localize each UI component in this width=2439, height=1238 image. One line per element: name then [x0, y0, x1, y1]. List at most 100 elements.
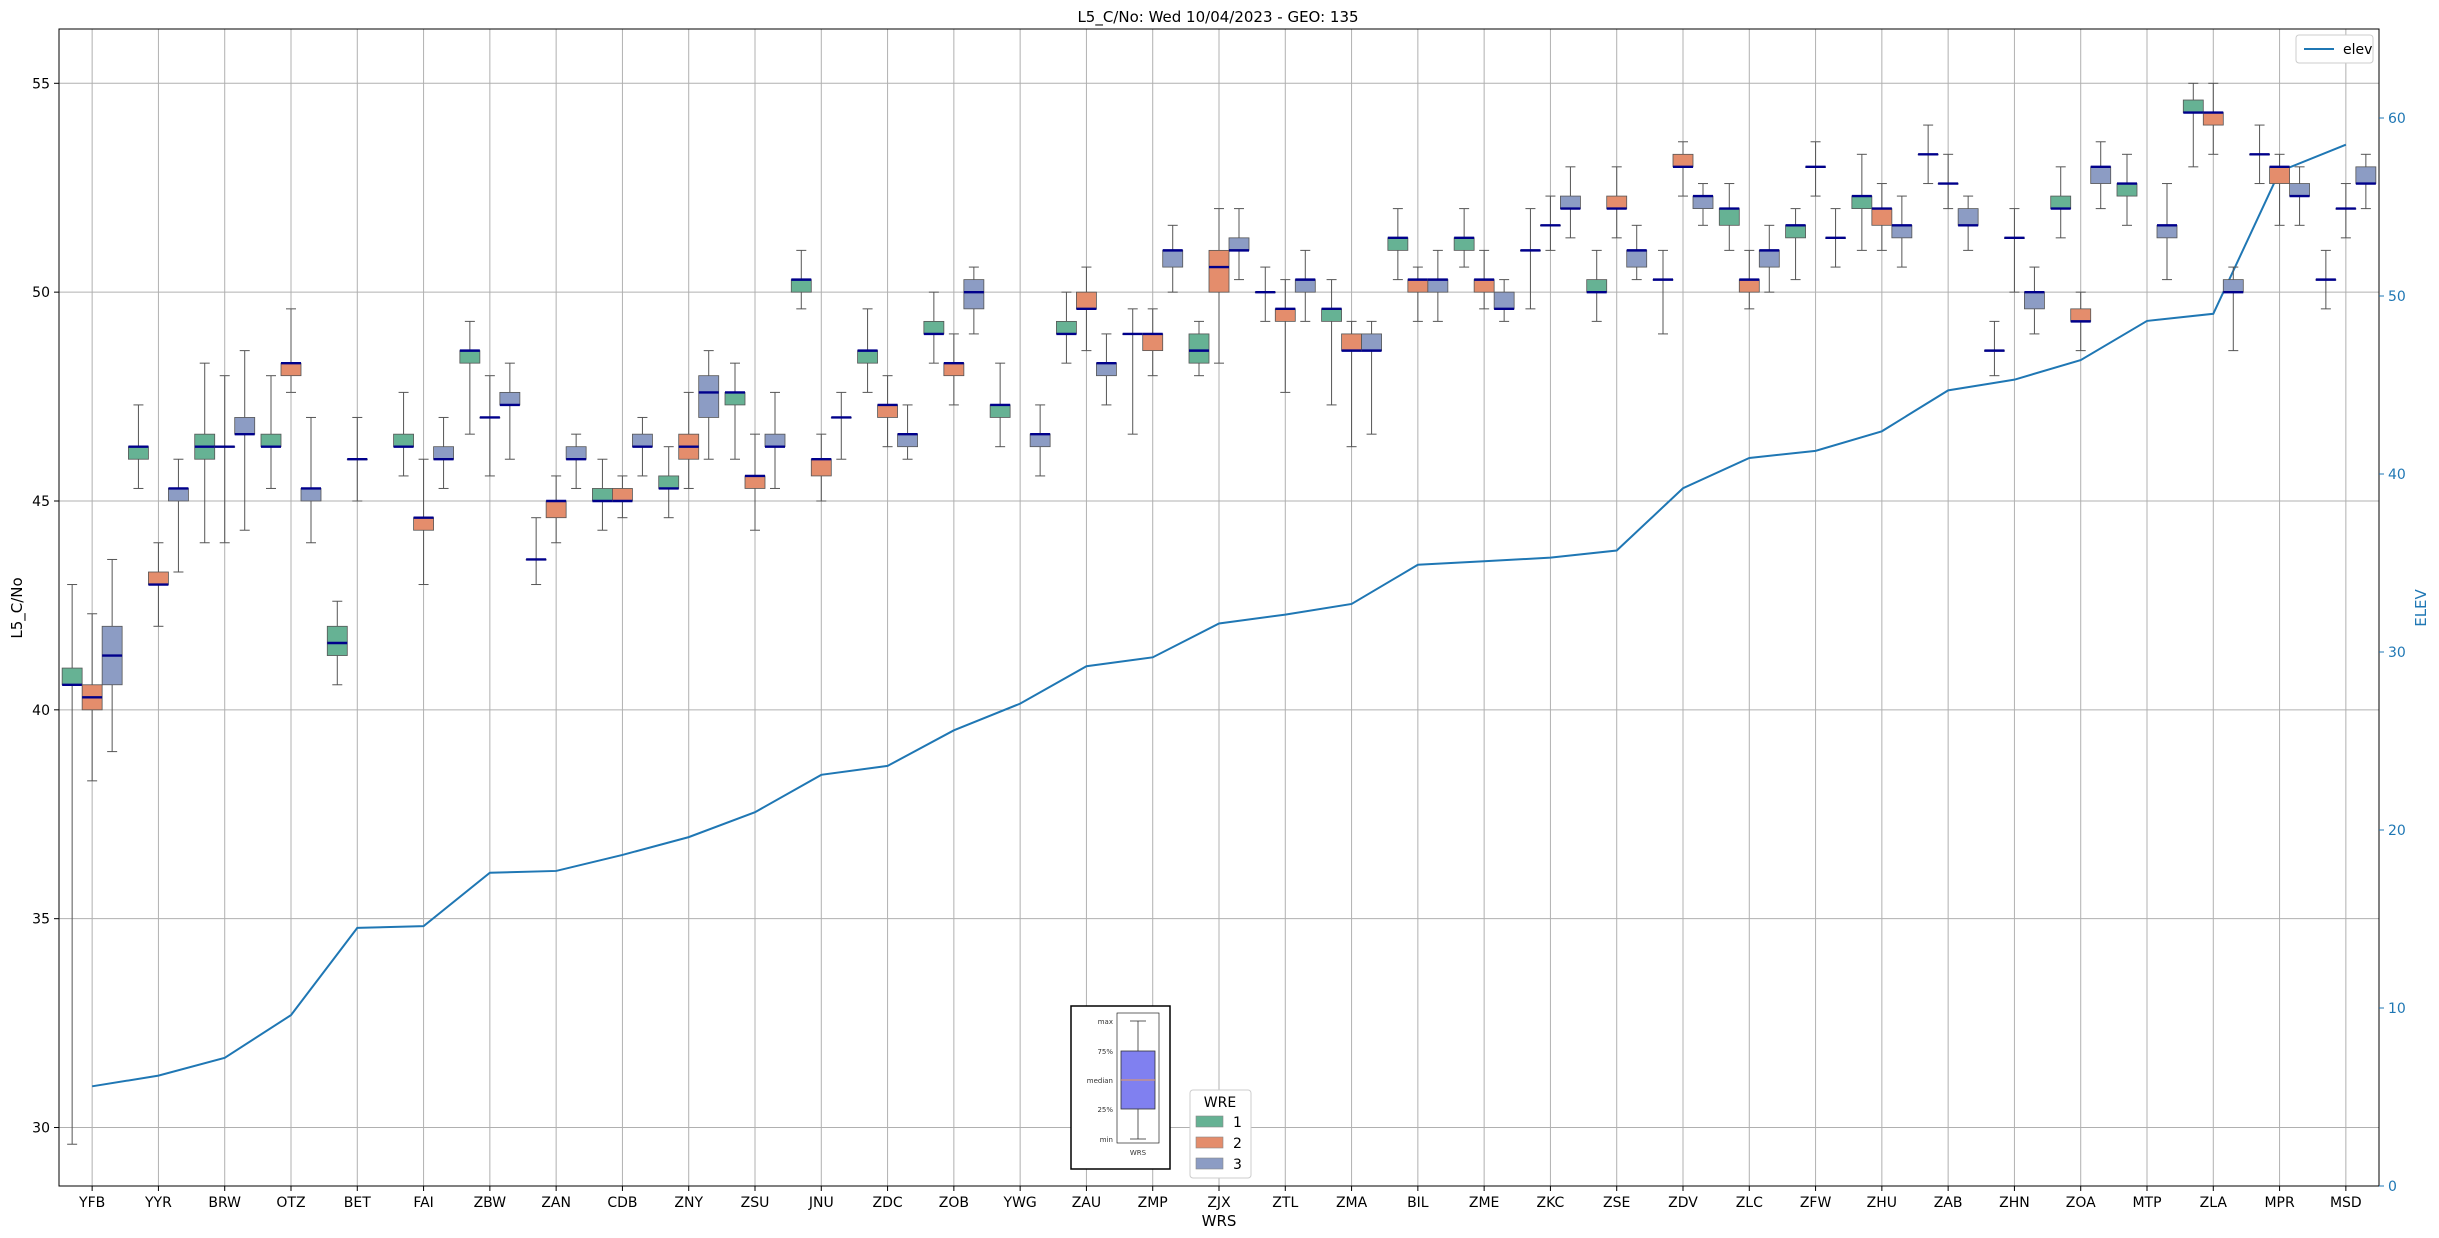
box-ZBW-wre2	[479, 375, 501, 477]
x-tick-label: ZOB	[939, 1195, 969, 1211]
box-ZKC-wre3	[1560, 166, 1581, 239]
x-axis-title: WRS	[1202, 1212, 1237, 1230]
box-ZMA-wre2	[1341, 320, 1362, 448]
box-iqr	[857, 350, 878, 364]
box-iqr	[724, 391, 746, 406]
box-ZLC-wre1	[1718, 183, 1740, 251]
x-tick-label: ZLC	[1736, 1195, 1763, 1211]
box-FAI-wre2	[413, 458, 434, 586]
box-iqr	[1208, 249, 1230, 293]
box-ZOA-wre2	[2070, 291, 2092, 352]
inset-plot-frame	[1116, 1012, 1160, 1144]
y-tick-label: 45	[32, 494, 50, 510]
x-tick-label: ZAU	[1072, 1195, 1101, 1211]
x-tick-label: YYR	[144, 1195, 172, 1211]
wre-legend-swatch	[1195, 1136, 1224, 1149]
box-ZAU-wre3	[1096, 333, 1117, 406]
box-ZJX-wre2	[1208, 208, 1230, 364]
wre-legend-label: 1	[1233, 1115, 1242, 1131]
box-iqr	[1672, 153, 1694, 168]
box-ZMP-wre3	[1162, 224, 1184, 293]
box-BRW-wre2	[214, 375, 236, 544]
x-tick-label: BET	[344, 1195, 371, 1211]
box-iqr	[1692, 195, 1714, 210]
box-BRW-wre3	[234, 350, 256, 531]
box-MSD-wre2	[2335, 183, 2357, 239]
box-iqr	[1029, 433, 1051, 448]
box-iqr	[2024, 291, 2045, 310]
box-iqr	[1407, 279, 1429, 293]
box-iqr	[1294, 279, 1316, 293]
box-ZSU-wre2	[744, 433, 766, 531]
box-CDB-wre2	[612, 475, 633, 519]
wre-legend-label: 3	[1233, 1157, 1242, 1173]
box-iqr	[459, 350, 481, 364]
box-ZNY-wre3	[698, 350, 720, 460]
x-tick-label: CDB	[607, 1195, 637, 1211]
box-iqr	[2289, 183, 2310, 197]
box-iqr	[260, 433, 282, 448]
box-ZOB-wre2	[943, 333, 965, 406]
box-iqr	[1606, 195, 1628, 210]
box-ZSU-wre1	[724, 362, 746, 460]
box-iqr	[1056, 320, 1077, 335]
box-FAI-wre1	[393, 391, 414, 477]
box-YYR-wre3	[168, 458, 189, 573]
box-iqr	[499, 391, 521, 406]
box-iqr	[810, 458, 832, 477]
inset-label-q3: 75%	[1097, 1048, 1113, 1056]
box-MPR-wre3	[2289, 166, 2310, 226]
box-iqr	[168, 488, 189, 502]
x-tick-label: ZMP	[1138, 1195, 1168, 1211]
x-tick-label: ZAB	[1934, 1195, 1963, 1211]
box-JNU-wre1	[790, 249, 812, 310]
box-iqr	[234, 417, 256, 435]
x-tick-label: ZOA	[2066, 1195, 2096, 1211]
box-iqr	[1142, 333, 1164, 352]
box-iqr	[1321, 308, 1342, 322]
box-iqr	[1626, 249, 1648, 268]
box-iqr	[565, 446, 587, 460]
box-iqr	[1891, 224, 1913, 239]
box-ZBW-wre1	[459, 320, 481, 435]
box-ZHN-wre3	[2024, 266, 2045, 335]
y-tick-label: 30	[32, 1121, 50, 1137]
box-ZOB-wre1	[923, 291, 945, 364]
box-iqr	[1957, 208, 1979, 226]
box-iqr	[128, 446, 149, 460]
box-iqr	[1758, 249, 1780, 268]
right-axis-ticks: 0 10 20 30 40 50 60	[2379, 111, 2406, 1195]
box-ZAB-wre2	[1937, 153, 1959, 210]
box-iqr	[1738, 279, 1760, 293]
box-OTZ-wre2	[280, 308, 302, 393]
y2-tick-label: 40	[2388, 467, 2406, 483]
box-iqr	[1871, 208, 1893, 226]
box-ZFW-wre1	[1785, 208, 1806, 281]
box-ZME-wre2	[1473, 249, 1495, 310]
inset-label-median: median	[1087, 1077, 1113, 1085]
box-iqr	[632, 433, 653, 448]
box-iqr	[1228, 237, 1250, 251]
box-iqr	[2269, 166, 2290, 184]
x-tick-label: ZMA	[1336, 1195, 1368, 1211]
box-iqr	[2222, 279, 2244, 293]
box-YYR-wre2	[148, 542, 169, 627]
x-tick-label: MSD	[2330, 1195, 2362, 1211]
box-BIL-wre2	[1407, 266, 1429, 322]
x-tick-label: ZME	[1469, 1195, 1500, 1211]
box-ZMP-wre1	[1122, 308, 1144, 435]
wre-legend-title: WRE	[1204, 1095, 1236, 1111]
box-ZOA-wre1	[2050, 166, 2072, 239]
box-iqr	[2202, 112, 2224, 126]
x-tick-label: YWG	[1003, 1195, 1037, 1211]
box-ZDC-wre2	[877, 375, 898, 448]
y2-axis-title: ELEV	[2412, 588, 2430, 626]
box-ZTL-wre1	[1254, 266, 1276, 322]
box-iqr	[1188, 333, 1210, 364]
box-iqr	[2182, 99, 2204, 113]
box-ZDC-wre1	[857, 308, 878, 393]
x-tick-label: ZDV	[1668, 1195, 1698, 1211]
box-ZJX-wre3	[1228, 208, 1250, 281]
y2-tick-label: 30	[2388, 645, 2406, 661]
box-ZLA-wre3	[2222, 266, 2244, 352]
